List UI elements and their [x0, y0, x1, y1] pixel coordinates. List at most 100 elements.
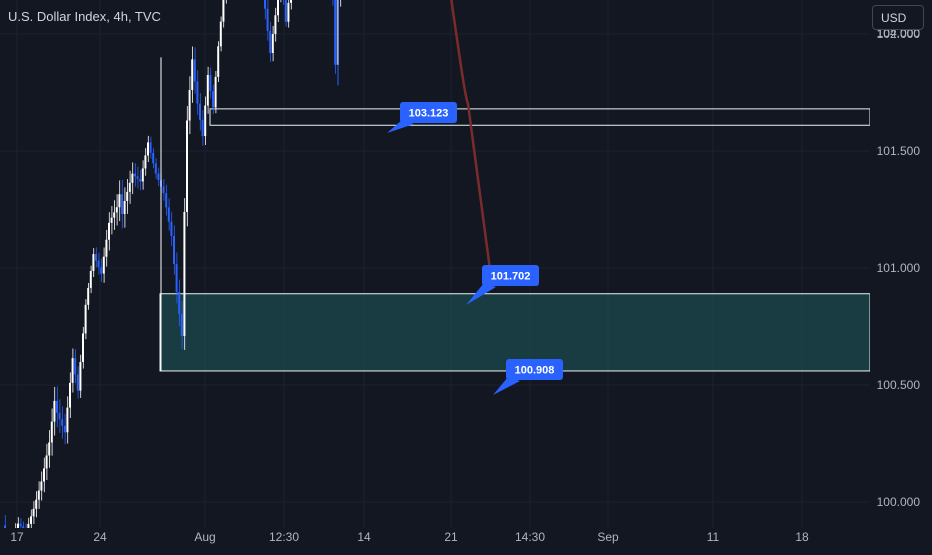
candle-body: [196, 81, 199, 104]
candle-body: [271, 34, 274, 53]
candle-body: [290, 0, 292, 3]
candle-body: [71, 358, 74, 383]
candle-body: [287, 2, 290, 22]
candle-body: [61, 419, 64, 426]
candle-body: [219, 21, 222, 47]
candle-body: [32, 508, 35, 517]
candle-body: [45, 455, 48, 469]
candle-body: [217, 46, 220, 77]
candle-body: [66, 407, 69, 433]
price-axis[interactable]: 104.000100.000100.500101.000101.500102.0…: [870, 0, 932, 550]
time-tick-label: 21: [444, 530, 458, 544]
candle-body: [43, 468, 45, 482]
candle-body: [136, 176, 139, 179]
candle-body: [27, 523, 30, 532]
candle-body: [183, 211, 186, 337]
candle-body: [131, 173, 134, 183]
candle-body: [175, 263, 178, 292]
price-tick-label: 101.500: [877, 144, 921, 158]
price-tick-label: 101.000: [877, 261, 921, 275]
time-axis[interactable]: 17 24 Aug 12:30 14 21 14:30 Sep 11 18: [0, 528, 932, 550]
zone-box: [159, 293, 871, 372]
callout-label: 100.908: [515, 365, 555, 377]
candle-body: [84, 304, 87, 334]
candle-body: [204, 105, 207, 137]
candle-body: [214, 76, 217, 108]
candle-body: [141, 168, 144, 182]
target-labels: 103.123 101.702 100.908: [387, 102, 563, 395]
candle-body: [69, 382, 71, 408]
candle-body: [199, 103, 201, 120]
candle-body: [157, 173, 160, 181]
candle-body: [209, 74, 212, 92]
candle-body: [152, 152, 155, 164]
candle-body: [100, 267, 103, 274]
candle-body: [53, 400, 56, 422]
time-tick-label: 18: [795, 530, 809, 544]
time-tick-label: 17: [10, 530, 24, 544]
candle-body: [274, 15, 277, 35]
callout-box: [400, 102, 457, 123]
candle-body: [35, 499, 38, 509]
candle-body: [212, 91, 214, 108]
callout-pointer: [466, 283, 496, 305]
candle-body: [284, 0, 287, 22]
candle-body: [121, 194, 123, 214]
candle-body: [123, 200, 126, 214]
time-tick-label: Sep: [597, 530, 619, 544]
currency-button[interactable]: USD: [872, 5, 924, 30]
candle-body: [149, 142, 152, 153]
candle-body: [173, 235, 175, 264]
candle-body: [113, 212, 116, 218]
candle-body: [95, 254, 97, 261]
candle-body: [50, 421, 53, 443]
candle-body: [97, 260, 100, 268]
candle-body: [19, 523, 22, 527]
candle-body: [134, 173, 136, 177]
candle-body: [118, 194, 121, 208]
candle-body: [201, 119, 204, 137]
projection-path: [450, 0, 494, 286]
price-axis-bg: [870, 0, 932, 550]
candle-body: [264, 0, 266, 9]
candle-body: [186, 120, 188, 212]
candle-body: [92, 254, 95, 272]
candle-body: [126, 191, 129, 201]
candle-body: [40, 481, 43, 491]
candle-body: [144, 155, 147, 169]
candle-body: [63, 425, 66, 433]
candle-body: [180, 313, 183, 337]
gridlines: [0, 0, 870, 528]
zones: [159, 108, 871, 372]
candle-body: [74, 358, 77, 375]
candle-body: [89, 271, 92, 288]
callout-label: 101.702: [491, 271, 531, 283]
time-tick-label: Aug: [194, 530, 215, 544]
candle-body: [147, 142, 149, 156]
candle-body: [277, 0, 279, 16]
callout-box: [482, 265, 539, 286]
callout-pointer: [387, 120, 414, 133]
candle-body: [22, 526, 25, 529]
candle-body: [37, 490, 40, 500]
time-axis-bg: [0, 528, 932, 550]
candle-body: [162, 186, 165, 194]
candle-body: [79, 362, 82, 391]
candle-body: [165, 193, 168, 208]
candle-body: [56, 400, 58, 413]
time-tick-label: 24: [93, 530, 107, 544]
candle-body: [206, 74, 209, 106]
candle-body: [76, 374, 79, 391]
time-tick-label: 12:30: [269, 530, 299, 544]
candle-body: [334, 0, 337, 65]
price-tick-label: 102.000: [877, 27, 921, 41]
candle-body: [17, 523, 19, 531]
candle-body: [191, 59, 194, 90]
candle-body: [139, 178, 142, 182]
candle-body: [170, 221, 173, 236]
candle-body: [178, 291, 181, 314]
candle-body: [269, 30, 272, 53]
